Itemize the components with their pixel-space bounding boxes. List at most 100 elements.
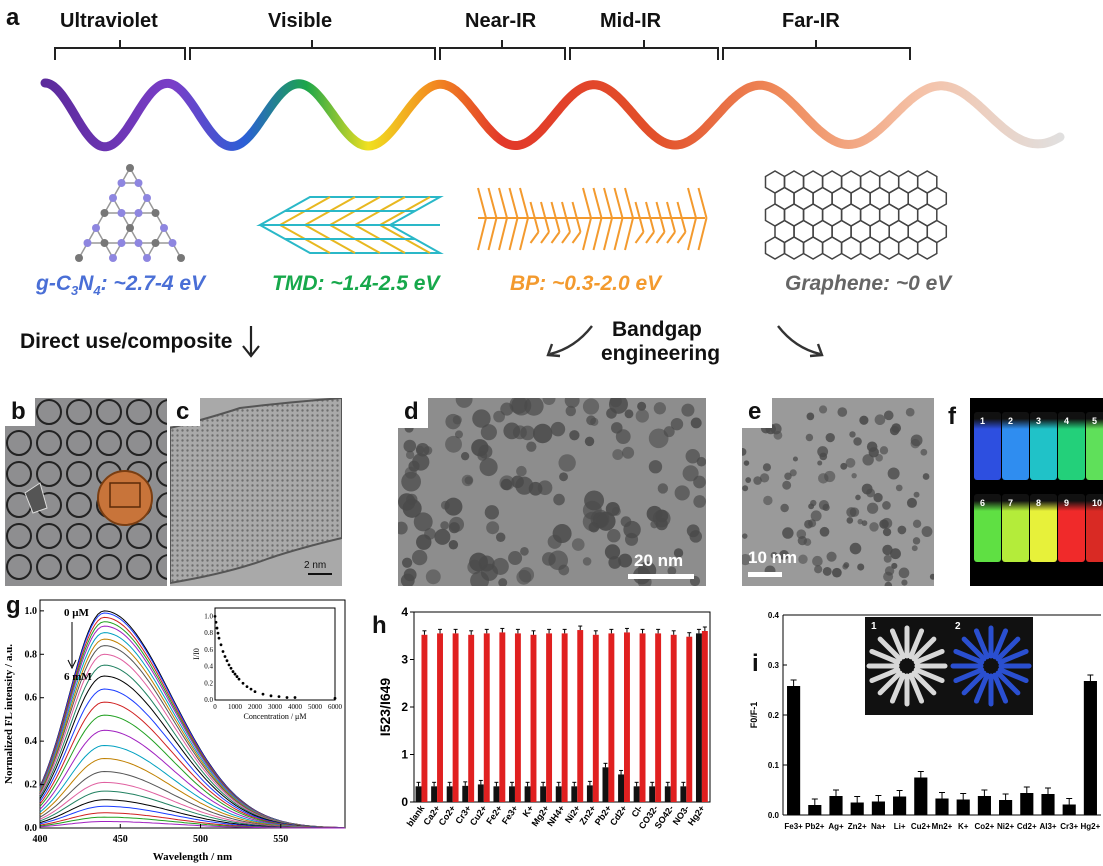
bar-h (462, 785, 469, 802)
bar-i (871, 801, 885, 815)
chart-i-ylabel: F0/F-1 (749, 702, 759, 729)
bar-h (592, 634, 599, 802)
y-tick-label: 0.4 (768, 611, 780, 620)
inset-spoke (889, 672, 906, 704)
inset-spoke (908, 672, 925, 704)
inset-point (293, 696, 297, 699)
panel-label-a: a (6, 4, 20, 31)
vial-number: 3 (1036, 416, 1042, 426)
bar-h (452, 633, 459, 802)
category-label: Hg2+ (1081, 822, 1101, 831)
inset-point (217, 636, 221, 640)
inset-spoke (877, 636, 903, 662)
category-label: Li+ (894, 822, 906, 831)
inset-spoke (913, 667, 945, 684)
bar-i (914, 777, 928, 815)
panel-label-g: g (6, 592, 21, 619)
y-tick-label: 0.2 (768, 711, 780, 720)
bar-h (602, 767, 609, 802)
inset-point (216, 631, 220, 635)
arrow-down-icon (67, 622, 77, 670)
y-tick-label: 0.0 (768, 811, 780, 820)
inset-spoke (911, 670, 937, 696)
vial-number: 5 (1092, 416, 1098, 426)
chart-g-xlabel: Wavelength / nm (153, 851, 232, 863)
y-tick-label: 0.0 (25, 823, 38, 834)
inset-photo-label: 1 (871, 621, 877, 632)
inset-spoke (961, 636, 987, 662)
vial-number: 9 (1064, 498, 1070, 508)
inset-point (245, 685, 249, 689)
panel-label-i: i (752, 650, 759, 677)
bar-h (649, 786, 656, 802)
bar-h (655, 633, 662, 802)
bar-i (935, 798, 949, 815)
bar-h (670, 634, 677, 802)
y-tick-label: 1 (401, 748, 408, 762)
inset-point (241, 681, 245, 685)
bar-i (1041, 794, 1055, 815)
bar-h (561, 633, 568, 802)
vial-3: 3 (1030, 412, 1057, 480)
inset-xlabel: Concentration / μM (244, 712, 307, 721)
bar-h (586, 785, 593, 802)
inset-x-tick-label: 5000 (308, 703, 323, 711)
y-tick-label: 0.8 (25, 649, 38, 660)
inset-point (223, 655, 227, 658)
chart-g-ylabel: Normalized FL intensity / a.u. (3, 644, 15, 784)
category-label: K+ (958, 822, 969, 831)
category-label: Cu2+ (911, 822, 931, 831)
category-label: Ag+ (828, 822, 844, 831)
inset-spoke (992, 672, 1009, 704)
inset-y-tick-label: 0.8 (204, 629, 213, 637)
inset-point (215, 626, 219, 630)
tmd-structure (256, 196, 444, 254)
bar-h (509, 786, 515, 802)
bar-h (701, 631, 708, 802)
category-label: Co2+ (975, 822, 995, 831)
bp-label: BP: ~0.3-2.0 eV (510, 272, 662, 295)
inset-spoke (973, 672, 990, 704)
direct-use-label: Direct use/composite (20, 330, 233, 353)
annotation-start: 0 μM (64, 607, 89, 619)
bar-h (514, 633, 521, 802)
bar-i (1020, 793, 1034, 815)
vial-number: 7 (1008, 498, 1014, 508)
bar-h (680, 786, 687, 802)
category-label: Co2+ (437, 803, 458, 827)
bar-i (999, 800, 1013, 815)
spectrum-wave (40, 78, 1065, 152)
inset-point (269, 694, 273, 698)
vial-number: 4 (1064, 416, 1070, 426)
bar-i (956, 799, 970, 815)
spectrum-curve (39, 821, 345, 829)
annotation-end: 6 mM (64, 671, 92, 683)
bp-structure (477, 187, 708, 251)
panel-e-tem: e 10 nm (742, 398, 934, 586)
bar-i (1062, 804, 1076, 815)
inset-point (227, 663, 231, 667)
right-curved-arrow-icon (777, 325, 824, 358)
category-label: Al3+ (1039, 822, 1056, 831)
vial-number: 1 (980, 416, 986, 426)
inset-photo-label: 2 (955, 621, 961, 632)
vial-5: 5 (1086, 412, 1103, 480)
vial-10: 10 (1086, 494, 1103, 562)
panel-label-c: c (176, 398, 190, 425)
bar-h (546, 633, 553, 802)
inset-spoke (869, 667, 901, 684)
inset-spoke (953, 648, 985, 665)
bandgap-label-2: engineering (601, 342, 721, 365)
y-tick-label: 0 (401, 795, 408, 809)
bar-h (540, 786, 547, 802)
inset-spoke (869, 648, 901, 665)
inset-spoke (889, 628, 906, 660)
inset-spoke (973, 628, 990, 660)
scale-text-c: 2 nm (304, 560, 327, 571)
vial-number: 2 (1008, 416, 1014, 426)
inset-spoke (913, 648, 945, 665)
inset-point (233, 672, 237, 676)
panel-label-e: e (748, 398, 762, 425)
vial-number: 8 (1036, 498, 1042, 508)
inset-x-tick-label: 6000 (328, 703, 343, 711)
